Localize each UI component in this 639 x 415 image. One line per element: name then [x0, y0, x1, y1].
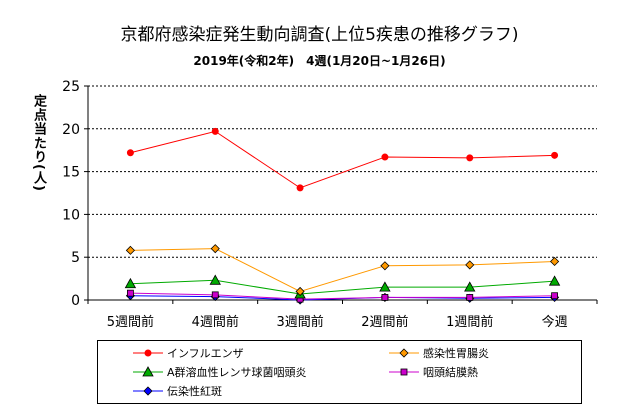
data-point	[381, 294, 389, 301]
legend-item: 感染性胃腸炎	[388, 345, 489, 361]
legend-swatch	[389, 368, 419, 376]
x-tick-label: 3週間前	[276, 314, 323, 330]
data-point	[551, 292, 558, 300]
data-point	[465, 260, 475, 270]
data-point	[379, 281, 391, 292]
y-axis-label: 定点当たり(人)	[31, 94, 46, 192]
data-point	[466, 154, 474, 162]
data-point	[464, 281, 476, 292]
series-line	[130, 279, 555, 295]
legend-marker	[399, 348, 409, 358]
data-point	[126, 149, 134, 157]
data-point	[127, 289, 134, 297]
legend-label: 咽頭結膜熱	[423, 366, 478, 379]
legend-label: A群溶血性レンサ球菌咽頭炎	[167, 366, 307, 379]
data-point	[209, 274, 221, 285]
y-tick-label: 10	[62, 207, 80, 223]
legend-label: インフルエンザ	[167, 347, 244, 360]
chart-title: 京都府感染症発生動向調査(上位5疾患の推移グラフ)	[120, 25, 519, 45]
x-tick-label: 4週間前	[192, 314, 239, 330]
data-point	[551, 151, 559, 159]
y-tick-label: 25	[62, 79, 80, 95]
legend-label: 感染性胃腸炎	[423, 347, 489, 360]
legend: インフルエンザ 感染性胃腸炎 A群溶血性レンサ球菌咽頭炎 咽頭結膜熱伝染性紅斑	[97, 340, 582, 404]
y-tick-label: 0	[71, 293, 80, 309]
data-point	[211, 127, 219, 135]
data-point	[380, 261, 390, 271]
legend-label: 伝染性紅斑	[167, 385, 222, 398]
y-tick-label: 5	[71, 250, 80, 266]
data-point	[548, 275, 561, 286]
series-line	[130, 248, 555, 292]
legend-item: 伝染性紅斑	[132, 383, 222, 399]
legend-item: インフルエンザ	[132, 345, 244, 361]
data-point	[466, 294, 474, 301]
chart-subtitle: 2019年(令和2年) 4週(1月20日~1月26日)	[193, 54, 446, 68]
legend-swatch	[133, 386, 163, 396]
legend-marker	[144, 349, 152, 357]
y-tick-label: 20	[62, 122, 80, 138]
legend-marker	[400, 368, 408, 376]
data-point	[381, 153, 389, 161]
series-line	[130, 130, 555, 189]
data-point	[210, 244, 220, 254]
x-tick-label: 2週間前	[361, 314, 408, 330]
legend-item: 咽頭結膜熱	[388, 364, 478, 380]
x-tick-label: 今週	[542, 314, 568, 330]
data-point	[550, 256, 560, 267]
x-tick-label: 1週間前	[446, 314, 493, 330]
legend-swatch	[133, 366, 163, 377]
legend-swatch	[133, 349, 163, 357]
legend-marker	[143, 386, 153, 396]
legend-swatch	[389, 348, 419, 358]
data-point	[211, 291, 219, 299]
data-point	[296, 184, 304, 192]
x-tick-label: 5週間前	[107, 314, 154, 330]
data-point	[125, 245, 135, 255]
series-line	[130, 292, 555, 300]
legend-item: A群溶血性レンサ球菌咽頭炎	[132, 364, 307, 380]
legend-marker	[142, 366, 154, 377]
data-point	[124, 277, 137, 289]
y-tick-label: 15	[62, 165, 80, 181]
data-point	[295, 286, 305, 297]
